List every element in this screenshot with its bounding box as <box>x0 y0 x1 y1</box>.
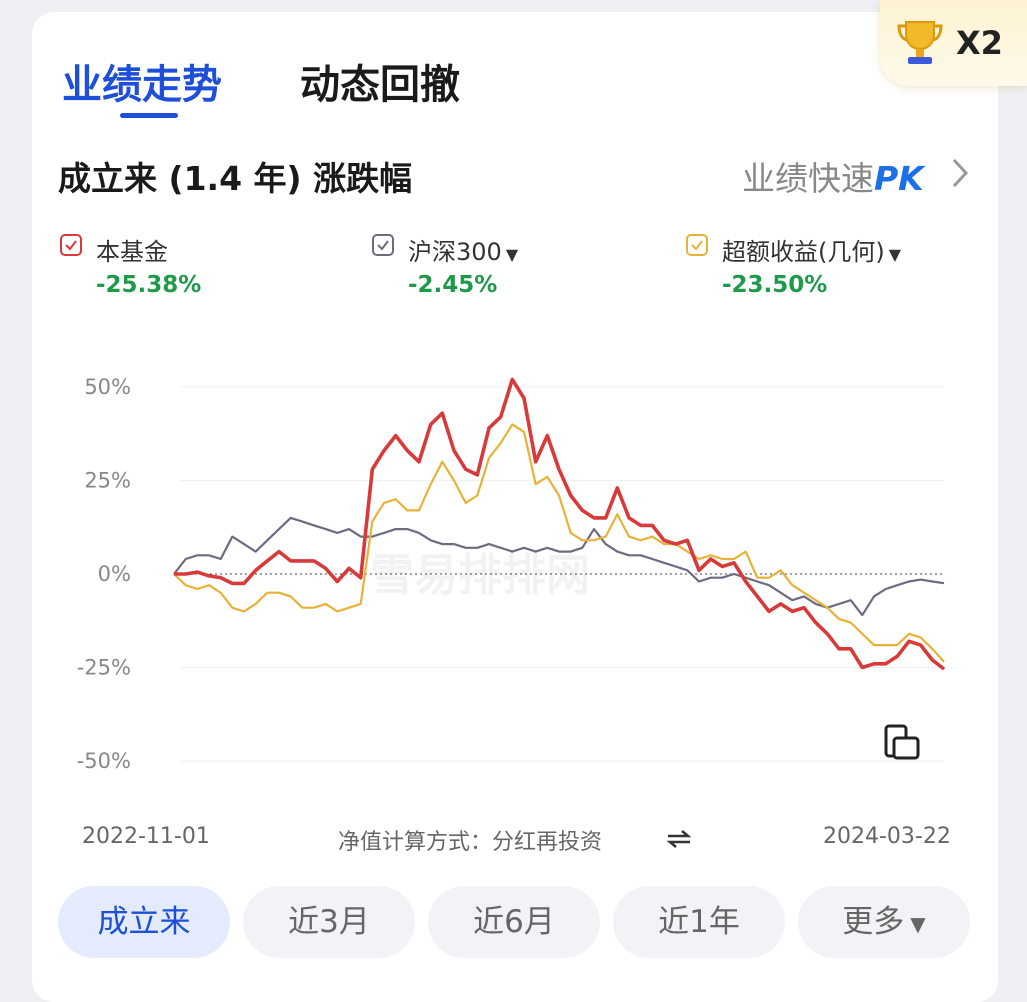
dropdown-caret-icon: ▼ <box>888 245 902 264</box>
performance-card <box>32 12 998 1002</box>
chevron-down-icon: ▼ <box>910 911 926 936</box>
legend-name: 超额收益(几何) ▼ <box>722 238 902 266</box>
chevron-right-icon[interactable] <box>950 156 970 190</box>
swap-icon[interactable] <box>666 828 692 850</box>
chart-end-date: 2024-03-22 <box>823 824 951 849</box>
legend-value: -2.45% <box>408 272 498 298</box>
legend-name: 本基金 <box>96 238 168 266</box>
chart-start-date: 2022-11-01 <box>82 824 210 849</box>
pk-link[interactable]: 业绩快速PK <box>742 152 924 200</box>
pk-link-accent: PK <box>874 159 924 198</box>
checkbox-checked-icon[interactable] <box>372 234 394 256</box>
y-tick-label: -25% <box>77 656 131 680</box>
legend-value: -23.50% <box>722 272 828 298</box>
multiplier-text: X2 <box>956 24 1003 62</box>
legend-value: -25.38% <box>96 272 202 298</box>
dropdown-caret-icon: ▼ <box>505 245 519 264</box>
range-3m[interactable]: 近3月 <box>243 886 415 958</box>
series-line-fund <box>174 377 946 671</box>
range-1y[interactable]: 近1年 <box>613 886 785 958</box>
trophy-badge[interactable]: X2 <box>880 0 1027 86</box>
range-6m[interactable]: 近6月 <box>428 886 600 958</box>
series-line-excess <box>173 423 945 663</box>
trophy-icon <box>897 21 943 64</box>
series-line-index <box>173 516 945 617</box>
pk-link-prefix: 业绩快速 <box>742 159 874 198</box>
save-image-icon[interactable] <box>882 722 922 762</box>
range-more[interactable]: 更多 ▼ <box>798 886 970 958</box>
y-tick-label: 25% <box>84 469 131 493</box>
watermark: 雪易排排网 <box>370 550 590 601</box>
y-tick-label: -50% <box>77 749 131 773</box>
section-title: 成立来 (1.4 年) 涨跌幅 <box>58 159 413 198</box>
checkbox-checked-icon[interactable] <box>686 234 708 256</box>
calc-method[interactable]: 净值计算方式：分红再投资 <box>338 830 603 855</box>
legend-name: 沪深300 ▼ <box>408 238 519 266</box>
y-tick-label: 50% <box>84 375 131 399</box>
active-tab-indicator <box>120 113 178 118</box>
tab-performance[interactable]: 业绩走势 <box>62 62 222 108</box>
tab-drawdown[interactable]: 动态回撤 <box>300 62 460 108</box>
y-tick-label: 0% <box>98 562 131 586</box>
range-more-label: 更多 <box>842 904 905 940</box>
checkbox-checked-icon[interactable] <box>60 234 82 256</box>
range-since-inception[interactable]: 成立来 <box>58 886 230 958</box>
